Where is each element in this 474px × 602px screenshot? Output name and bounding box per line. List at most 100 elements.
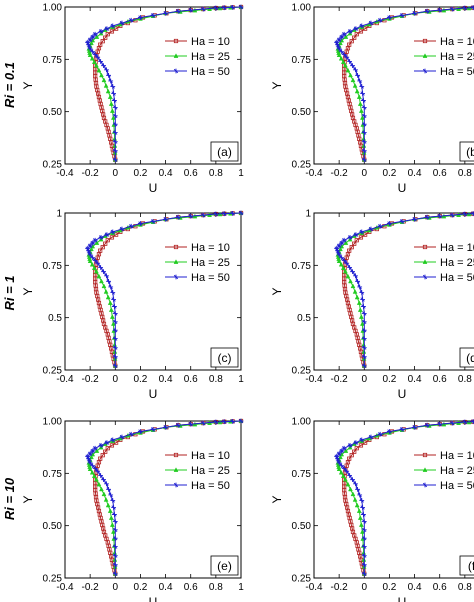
- data-point: [357, 515, 363, 520]
- data-point: [355, 72, 360, 78]
- x-tick-label: 0.6: [184, 168, 198, 179]
- data-point: [470, 5, 474, 11]
- data-point: [112, 363, 118, 369]
- data-point: [361, 319, 367, 325]
- series: [93, 210, 244, 368]
- y-axis-label: Y: [21, 81, 35, 89]
- data-point: [200, 420, 206, 426]
- data-point: [336, 451, 342, 457]
- data-point: [110, 437, 116, 443]
- data-point: [338, 261, 344, 267]
- data-point: [94, 62, 99, 68]
- data-point: [213, 211, 219, 217]
- data-point: [119, 434, 125, 440]
- data-point: [90, 240, 96, 246]
- data-point: [88, 246, 94, 252]
- x-tick-label: 0.8: [458, 168, 472, 179]
- data-point: [359, 437, 365, 443]
- data-point: [138, 221, 143, 226]
- x-tick-label: 0.8: [209, 374, 223, 385]
- data-point: [355, 486, 360, 492]
- data-point: [100, 453, 105, 458]
- data-point: [91, 59, 97, 64]
- data-point: [449, 6, 455, 12]
- data-point: [387, 429, 392, 434]
- data-point: [109, 314, 115, 319]
- y-tick-label: 0.75: [292, 261, 312, 272]
- data-point: [112, 345, 118, 351]
- data-point: [361, 157, 367, 163]
- legend: Ha = 10 Ha = 25 Ha = 50: [414, 242, 474, 284]
- data-point: [347, 473, 353, 478]
- data-point: [387, 15, 392, 20]
- y-tick-label: 0.50: [292, 107, 312, 118]
- data-point: [359, 23, 365, 29]
- data-point: [188, 7, 194, 13]
- legend-label: Ha = 50: [191, 480, 230, 492]
- data-point: [422, 274, 428, 280]
- row-label: Ri = 10: [2, 477, 17, 520]
- data-point: [339, 240, 345, 246]
- x-tick-label: 0.4: [408, 374, 422, 385]
- data-point: [353, 232, 359, 238]
- legend: Ha = 10 Ha = 25 Ha = 50: [414, 450, 474, 492]
- series: [334, 211, 474, 369]
- data-point: [105, 502, 111, 508]
- data-point: [350, 491, 356, 497]
- data-point: [112, 304, 117, 309]
- x-tick-label: 0.6: [433, 582, 447, 593]
- data-point: [111, 297, 117, 302]
- data-point: [112, 550, 118, 555]
- data-point: [354, 32, 359, 37]
- data-point: [352, 35, 357, 40]
- data-point: [340, 473, 346, 478]
- data-point: [334, 246, 340, 251]
- y-tick-label: 1: [305, 209, 311, 220]
- data-point: [347, 248, 352, 253]
- data-point: [336, 37, 342, 43]
- panel-tag-box: [210, 347, 239, 368]
- series: [85, 4, 244, 163]
- data-point: [347, 235, 353, 240]
- data-point: [358, 522, 364, 527]
- data-point: [361, 345, 367, 351]
- data-point: [334, 40, 340, 45]
- chart-panel: -0.4-0.200.20.40.60.810.250.500.751.00UY…: [270, 3, 474, 195]
- data-point: [350, 63, 355, 69]
- data-point: [359, 529, 365, 534]
- data-point: [221, 5, 227, 11]
- data-point: [98, 59, 104, 64]
- legend-label: Ha = 10: [440, 450, 474, 462]
- data-point: [150, 426, 156, 432]
- data-point: [89, 261, 95, 267]
- data-point: [399, 12, 405, 18]
- x-tick-label: 0: [362, 582, 368, 593]
- data-point: [238, 418, 244, 424]
- data-point: [163, 424, 168, 430]
- data-point: [357, 307, 363, 312]
- x-tick-label: 0.2: [382, 582, 396, 593]
- y-tick-label: 1: [56, 209, 62, 220]
- series: [85, 418, 244, 577]
- legend-label: Ha = 25: [191, 51, 230, 63]
- legend-label: Ha = 10: [191, 450, 230, 462]
- data-point: [343, 476, 348, 482]
- data-point: [345, 67, 351, 73]
- data-point: [173, 482, 179, 488]
- x-tick-label: 1: [238, 168, 244, 179]
- panel-tag: (a): [217, 145, 232, 159]
- data-point: [112, 113, 118, 119]
- plot-frame: [64, 420, 242, 579]
- y-tick-label: 0.5: [297, 313, 311, 324]
- data-point: [173, 259, 179, 264]
- y-axis-label: Y: [270, 81, 284, 89]
- y-tick-label: 0.75: [292, 469, 312, 480]
- data-point: [92, 237, 98, 243]
- data-point: [361, 550, 367, 555]
- legend: Ha = 10 Ha = 25 Ha = 50: [165, 36, 230, 78]
- data-point: [138, 429, 143, 434]
- legend-label: Ha = 25: [440, 51, 474, 63]
- data-point: [96, 481, 102, 487]
- y-axis-label: Y: [21, 287, 35, 295]
